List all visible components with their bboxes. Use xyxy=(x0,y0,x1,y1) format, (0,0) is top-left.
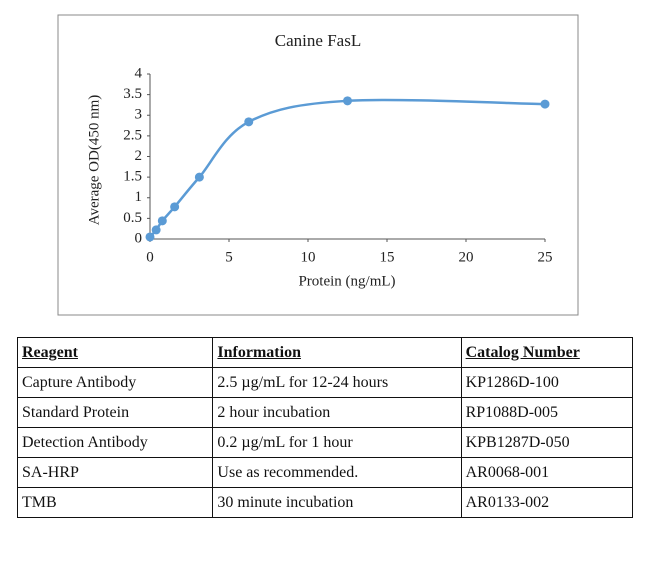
data-point xyxy=(343,96,352,106)
chart: Canine FasL Protein (ng/mL) Average OD(4… xyxy=(57,14,579,316)
y-tick-label: 0 xyxy=(135,230,143,246)
y-tick-label: 1.5 xyxy=(123,169,142,185)
table-cell: Use as recommended. xyxy=(212,457,462,488)
x-tick-label: 15 xyxy=(380,249,395,265)
chart-frame xyxy=(57,14,579,316)
table-cell: Information xyxy=(212,337,462,368)
data-point xyxy=(540,99,550,109)
x-tick-label: 25 xyxy=(538,249,553,265)
data-point xyxy=(145,232,155,242)
chart-title: Canine FasL xyxy=(275,31,361,50)
x-tick-label: 5 xyxy=(225,249,233,265)
table-cell: TMB xyxy=(16,487,214,518)
table-cell: Standard Protein xyxy=(16,397,214,428)
x-tick-label: 20 xyxy=(459,249,474,265)
table-cell: AR0133-002 xyxy=(460,487,634,518)
table-cell: 30 minute incubation xyxy=(212,487,462,518)
x-tick-label: 0 xyxy=(146,249,154,265)
y-tick-label: 4 xyxy=(135,65,143,81)
table-row: SA-HRP Use as recommended. AR0068-001 xyxy=(16,457,634,488)
y-tick-label: 2.5 xyxy=(123,127,142,143)
reagent-table: Reagent Information Catalog Number Capture … xyxy=(16,337,634,518)
table-cell: Catalog Number xyxy=(460,337,634,368)
table-row: Capture Antibody 2.5 µg/mL for 12-24 hour… xyxy=(16,367,634,398)
table-cell: 2.5 µg/mL for 12-24 hours xyxy=(212,367,462,398)
y-tick-label: 3 xyxy=(135,107,143,123)
y-tick-label: 3.5 xyxy=(123,86,142,102)
table-cell: Capture Antibody xyxy=(16,367,214,398)
table-cell: Reagent xyxy=(16,337,214,368)
y-tick-label: 1 xyxy=(135,189,143,205)
y-axis-label: Average OD(450 nm) xyxy=(86,95,102,226)
data-point xyxy=(157,216,167,226)
y-tick-label: 0.5 xyxy=(123,210,142,226)
table-row: Detection Antibody 0.2 µg/mL for 1 hour KP… xyxy=(16,427,634,458)
table-row: TMB 30 minute incubation AR0133-002 xyxy=(16,487,634,518)
table-header: Reagent Information Catalog Number xyxy=(16,337,634,368)
data-point xyxy=(194,172,204,182)
data-point xyxy=(151,225,161,235)
table-cell: KP1286D-100 xyxy=(460,367,634,398)
table-cell: 2 hour incubation xyxy=(212,397,462,428)
table-cell: RP1088D-005 xyxy=(460,397,634,428)
x-axis-label: Protein (ng/mL) xyxy=(298,273,395,289)
data-point xyxy=(244,117,254,127)
table-row: Standard Protein 2 hour incubation RP1088D… xyxy=(16,397,634,428)
table-cell: SA-HRP xyxy=(16,457,214,488)
table-cell: KPB1287D-050 xyxy=(460,427,634,458)
table-cell: AR0068-001 xyxy=(460,457,634,488)
table-cell: 0.2 µg/mL for 1 hour xyxy=(212,427,462,458)
y-tick-label: 2 xyxy=(135,148,143,164)
table-cell: Detection Antibody xyxy=(16,427,214,458)
data-point xyxy=(170,202,180,212)
x-tick-label: 10 xyxy=(301,249,316,265)
